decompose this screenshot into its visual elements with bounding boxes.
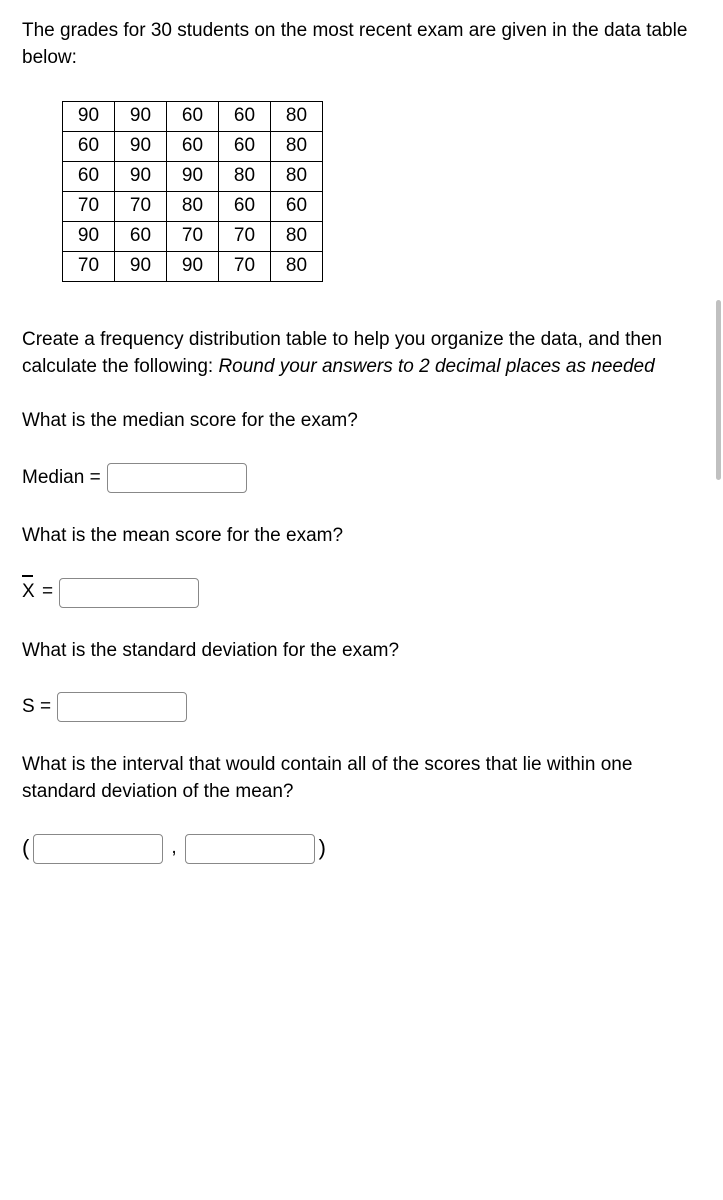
mean-label: X = — [22, 579, 53, 606]
table-cell: 80 — [167, 192, 219, 222]
table-cell: 90 — [115, 162, 167, 192]
sd-input[interactable] — [57, 692, 187, 722]
table-cell: 90 — [115, 102, 167, 132]
instructions-text: Create a frequency distribution table to… — [22, 327, 705, 380]
table-cell: 70 — [219, 222, 271, 252]
sd-label: S = — [22, 694, 51, 721]
table-cell: 60 — [115, 222, 167, 252]
table-cell: 80 — [271, 102, 323, 132]
table-cell: 70 — [115, 192, 167, 222]
table-cell: 60 — [219, 102, 271, 132]
table-cell: 80 — [271, 252, 323, 282]
scrollbar[interactable] — [716, 300, 721, 480]
table-cell: 70 — [63, 192, 115, 222]
table-cell: 60 — [219, 132, 271, 162]
instructions-italic: Round your answers to 2 decimal places a… — [218, 356, 654, 377]
interval-comma: , — [171, 835, 176, 862]
table-cell: 60 — [167, 132, 219, 162]
table-cell: 90 — [63, 222, 115, 252]
table-cell: 80 — [219, 162, 271, 192]
median-answer-row: Median = — [22, 463, 705, 493]
question-median: What is the median score for the exam? — [22, 408, 705, 435]
table-cell: 80 — [271, 132, 323, 162]
table-cell: 60 — [63, 162, 115, 192]
xbar-symbol: X — [22, 579, 35, 606]
interval-answer-row: ( , ) — [22, 833, 705, 864]
sd-answer-row: S = — [22, 692, 705, 722]
interval-upper-input[interactable] — [185, 834, 315, 864]
median-input[interactable] — [107, 463, 247, 493]
table-cell: 60 — [219, 192, 271, 222]
mean-equals: = — [42, 581, 53, 602]
table-cell: 60 — [271, 192, 323, 222]
close-paren: ) — [319, 833, 326, 864]
question-sd: What is the standard deviation for the e… — [22, 638, 705, 665]
mean-answer-row: X = — [22, 578, 705, 608]
open-paren: ( — [22, 833, 29, 864]
table-cell: 70 — [63, 252, 115, 282]
table-cell: 60 — [167, 102, 219, 132]
table-cell: 90 — [63, 102, 115, 132]
table-row: 7070806060 — [63, 192, 323, 222]
question-mean: What is the mean score for the exam? — [22, 523, 705, 550]
grades-data-table: 9090606080609060608060909080807070806060… — [62, 101, 323, 282]
table-cell: 70 — [219, 252, 271, 282]
table-cell: 90 — [167, 162, 219, 192]
table-cell: 90 — [115, 132, 167, 162]
interval-lower-input[interactable] — [33, 834, 163, 864]
table-row: 7090907080 — [63, 252, 323, 282]
table-cell: 90 — [115, 252, 167, 282]
table-cell: 60 — [63, 132, 115, 162]
table-row: 9090606080 — [63, 102, 323, 132]
question-interval: What is the interval that would contain … — [22, 752, 705, 805]
table-cell: 80 — [271, 222, 323, 252]
table-cell: 70 — [167, 222, 219, 252]
table-row: 6090908080 — [63, 162, 323, 192]
table-row: 6090606080 — [63, 132, 323, 162]
table-row: 9060707080 — [63, 222, 323, 252]
mean-input[interactable] — [59, 578, 199, 608]
table-cell: 90 — [167, 252, 219, 282]
table-cell: 80 — [271, 162, 323, 192]
intro-text: The grades for 30 students on the most r… — [22, 18, 705, 71]
median-label: Median = — [22, 465, 101, 492]
